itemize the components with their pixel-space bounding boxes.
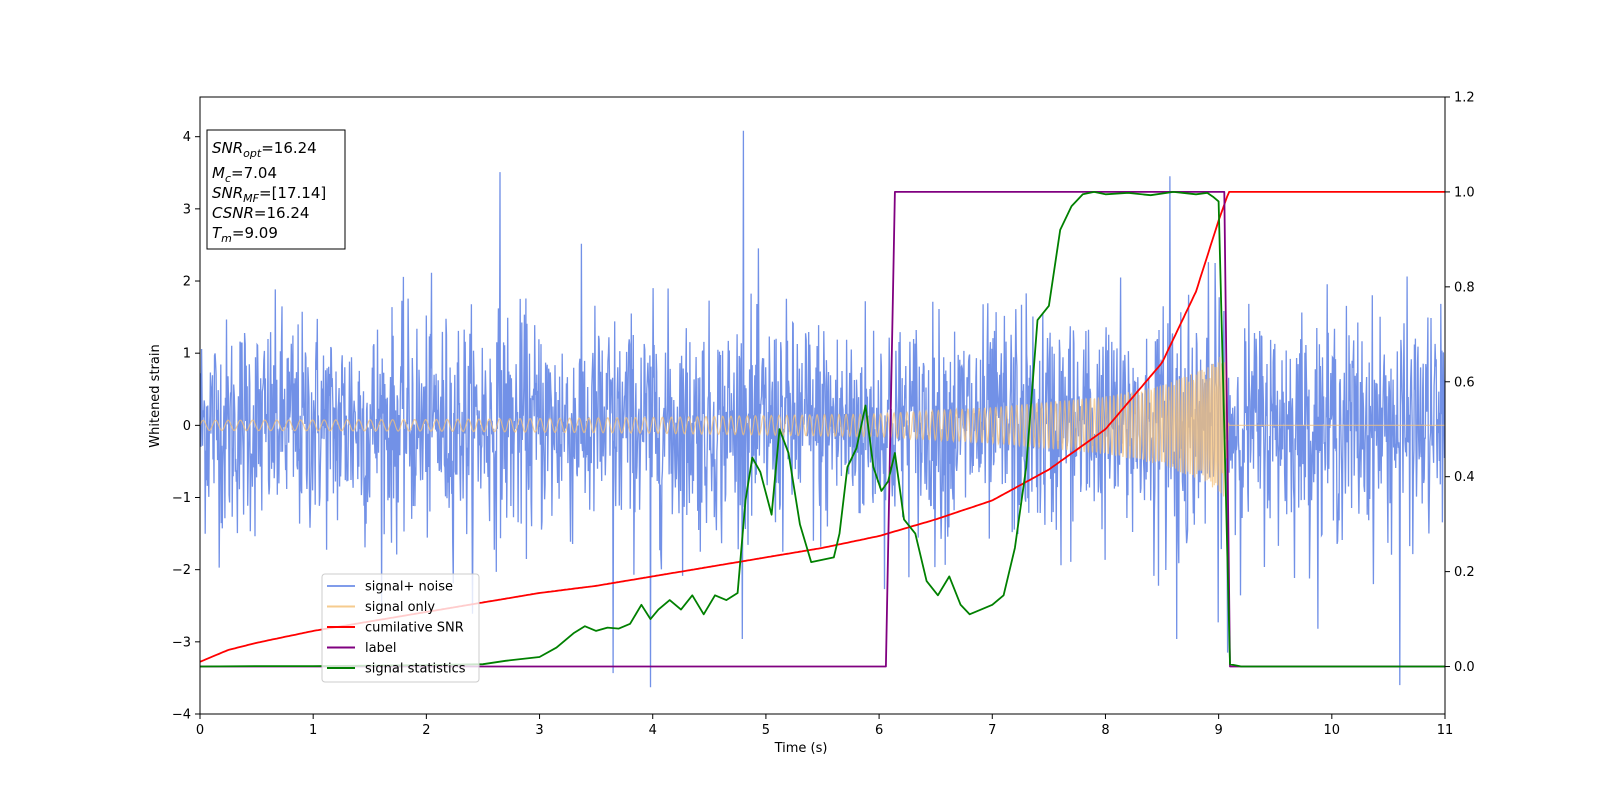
legend-entry-label: label xyxy=(365,641,396,656)
x-tick-label: 5 xyxy=(762,723,770,738)
series-signal-statistics xyxy=(200,191,1445,668)
y-tick-label: −3 xyxy=(172,635,191,650)
info-box: SNRopt=16.24 Mc=7.04SNRMF=[17.14]CSNR=16.… xyxy=(206,129,346,250)
legend-entry-label: signal statistics xyxy=(365,662,466,677)
y-tick-label: −1 xyxy=(172,491,191,506)
legend-entry-label: cumilative SNR xyxy=(365,621,464,636)
legend: signal+ noise signal only cumilative SNR la… xyxy=(321,573,480,683)
legend-entry-label: signal+ noise xyxy=(365,580,453,595)
y-axis-label: Whitened strain xyxy=(148,344,163,447)
x-tick-label: 6 xyxy=(875,723,883,738)
legend-entry-label: signal only xyxy=(365,600,435,615)
y-tick-label: 3 xyxy=(183,202,191,217)
legend-frame xyxy=(321,573,480,683)
x-tick-label: 2 xyxy=(422,723,430,738)
info-line: Tm=9.09 xyxy=(212,224,278,245)
x-tick-label: 4 xyxy=(649,723,657,738)
y2-tick-label: 0.0 xyxy=(1454,660,1475,675)
y2-tick-label: 0.6 xyxy=(1454,375,1475,390)
info-line: Mc=7.04 xyxy=(212,164,277,185)
y-tick-label: 0 xyxy=(183,419,191,434)
info-line: CSNR=16.24 xyxy=(212,204,309,222)
y-tick-label: 1 xyxy=(183,347,191,362)
x-axis-label: Time (s) xyxy=(774,741,828,756)
series-signal-only xyxy=(200,356,1445,497)
y2-tick-label: 1.0 xyxy=(1454,185,1475,200)
y-tick-label: −2 xyxy=(172,563,191,578)
y2-tick-label: 1.2 xyxy=(1454,91,1475,106)
x-tick-label: 3 xyxy=(535,723,543,738)
x-tick-label: 0 xyxy=(196,723,204,738)
y-tick-label: 2 xyxy=(183,275,191,290)
y2-tick-label: 0.2 xyxy=(1454,565,1475,580)
plot-frame xyxy=(199,96,1446,715)
x-tick-label: 1 xyxy=(309,723,317,738)
y-tick-label: −4 xyxy=(172,708,191,723)
y2-tick-label: 0.4 xyxy=(1454,470,1475,485)
info-line: SNRMF=[17.14] xyxy=(212,184,326,205)
axes: 0 1 2 3 4 5 6 7 8 9 10 11 −4 −3 −2 −1 0 1 2 3 4 0.0 0.2 0.4 0.6 0… xyxy=(172,91,1475,739)
y-tick-label: 4 xyxy=(183,130,191,145)
info-box-frame xyxy=(206,129,346,250)
x-tick-label: 11 xyxy=(1437,723,1454,738)
info-line: SNRopt=16.24 xyxy=(212,139,317,160)
y2-tick-label: 0.8 xyxy=(1454,280,1475,295)
x-tick-label: 8 xyxy=(1101,723,1109,738)
series-signal-noise xyxy=(200,130,1445,688)
x-tick-label: 10 xyxy=(1324,723,1341,738)
x-tick-label: 7 xyxy=(988,723,996,738)
x-tick-label: 9 xyxy=(1214,723,1222,738)
